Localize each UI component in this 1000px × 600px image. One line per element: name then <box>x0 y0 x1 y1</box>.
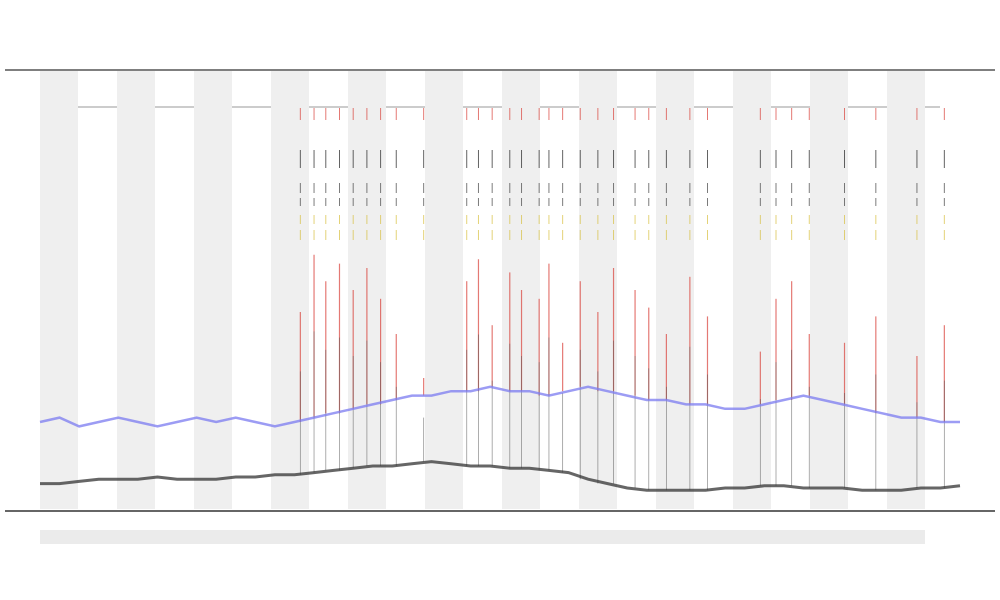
shade-band <box>656 71 694 509</box>
series-line <box>40 460 961 492</box>
bands <box>40 71 925 509</box>
shade-band <box>887 71 925 509</box>
marks <box>39 108 961 492</box>
shade-band <box>271 71 309 509</box>
x-label-strip <box>40 530 925 544</box>
shade-band <box>425 71 463 509</box>
shade-band <box>40 71 78 509</box>
shade-band <box>117 71 155 509</box>
shade-band <box>194 71 232 509</box>
series-line <box>39 385 960 428</box>
shade-band <box>810 71 848 509</box>
shade-band <box>733 71 771 509</box>
